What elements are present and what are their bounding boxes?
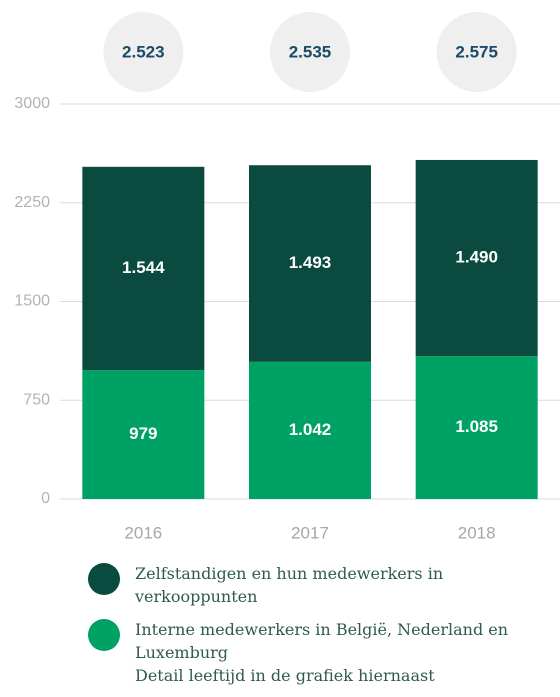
total-label: 2.523 <box>122 42 165 61</box>
bar-segment <box>415 159 538 357</box>
data-label: 1.493 <box>289 253 332 272</box>
legend-note: Detail leeftijd in de grafiek hiernaast <box>135 666 435 685</box>
legend-swatch <box>88 619 120 651</box>
total-badge <box>436 12 517 92</box>
y-tick-label: 1500 <box>14 293 50 310</box>
y-tick-label: 750 <box>23 391 50 408</box>
y-tick-label: 0 <box>41 490 50 507</box>
data-label: 979 <box>129 424 157 443</box>
bar-segment <box>415 356 538 499</box>
x-tick-label: 2016 <box>124 523 162 542</box>
legend-swatch <box>88 563 120 595</box>
y-tick-label: 3000 <box>14 95 50 112</box>
legend-label: Interne medewerkers in België, Nederland… <box>135 620 509 662</box>
chart: 0 750 1500 2250 3000 979 1.544 2.523 2016 1.042 1.… <box>14 12 560 542</box>
bar-segment <box>249 165 371 362</box>
bar-segment <box>82 166 205 371</box>
data-label: 1.490 <box>455 248 498 267</box>
total-label: 2.575 <box>455 42 498 61</box>
total-badge <box>103 12 184 92</box>
legend-item: Zelfstandigen en hun medewerkers in verk… <box>88 562 538 608</box>
total-label: 2.535 <box>289 42 332 61</box>
x-tick-label: 2018 <box>458 523 496 542</box>
data-label: 1.544 <box>122 258 165 277</box>
y-tick-label: 2250 <box>14 194 50 211</box>
data-label: 1.085 <box>455 417 498 436</box>
legend-item: Interne medewerkers in België, Nederland… <box>88 618 538 687</box>
legend-label: Zelfstandigen en hun medewerkers in verk… <box>135 564 444 606</box>
data-label: 1.042 <box>289 420 332 439</box>
x-tick-label: 2017 <box>291 523 329 542</box>
bar-segment <box>82 370 205 499</box>
total-badge <box>270 12 350 92</box>
legend: Zelfstandigen en hun medewerkers in verk… <box>88 562 538 697</box>
bar-segment <box>249 361 371 499</box>
